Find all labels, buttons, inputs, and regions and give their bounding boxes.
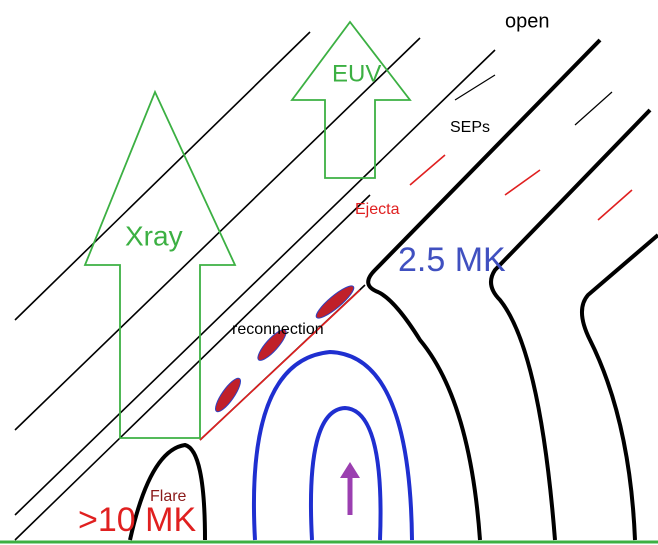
xray-arrow [85, 92, 235, 438]
label-xray: Xray [125, 220, 183, 251]
label-euv: EUV [332, 60, 381, 87]
field-lines [0, 32, 658, 542]
label-open: open [505, 10, 550, 32]
label-corona-temp: 2.5 MK [398, 241, 506, 279]
label-ejecta: Ejecta [355, 201, 400, 218]
euv-arrow [292, 22, 410, 178]
label-flare-temp: >10 MK [78, 501, 196, 539]
label-reconnection: reconnection [232, 321, 324, 338]
label-seps: SEPs [450, 119, 490, 136]
diagram: open EUV SEPs Xray Ejecta 2.5 MK reconne… [0, 0, 658, 545]
